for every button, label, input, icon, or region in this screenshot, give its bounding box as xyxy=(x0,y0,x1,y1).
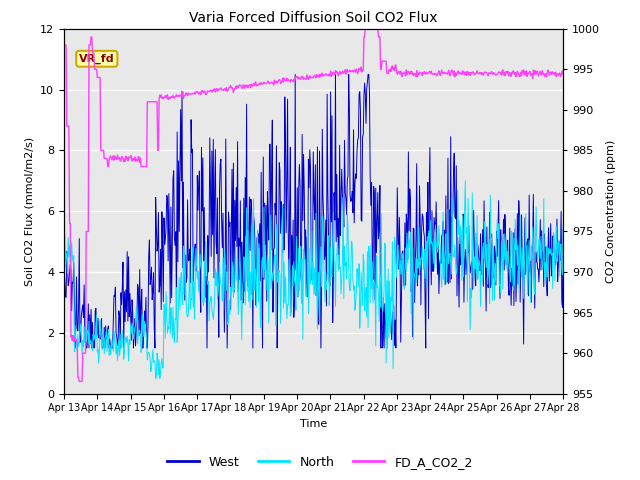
Title: Varia Forced Diffusion Soil CO2 Flux: Varia Forced Diffusion Soil CO2 Flux xyxy=(189,11,438,25)
X-axis label: Time: Time xyxy=(300,419,327,429)
Legend: West, North, FD_A_CO2_2: West, North, FD_A_CO2_2 xyxy=(163,451,477,474)
Text: VR_fd: VR_fd xyxy=(79,54,115,64)
Y-axis label: CO2 Concentration (ppm): CO2 Concentration (ppm) xyxy=(606,140,616,283)
Y-axis label: Soil CO2 Flux (mmol/m2/s): Soil CO2 Flux (mmol/m2/s) xyxy=(24,137,35,286)
